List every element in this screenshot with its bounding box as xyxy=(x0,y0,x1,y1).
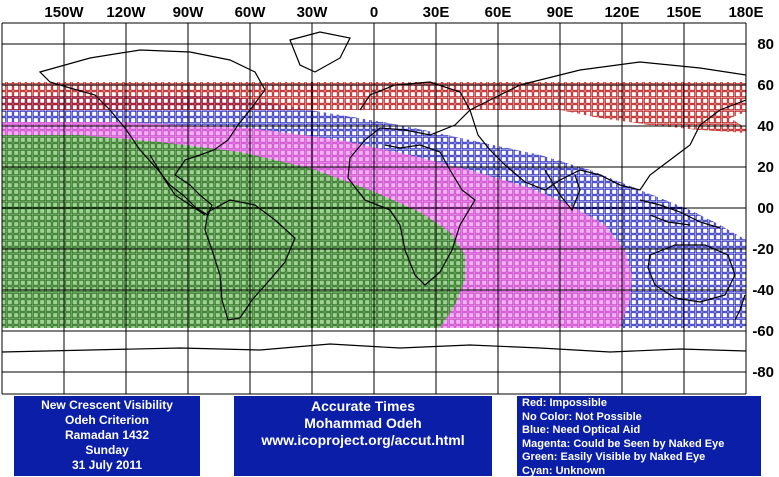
legend-green: Green: Easily Visible by Naked Eye xyxy=(522,451,706,463)
panel-date-line: 31 July 2011 xyxy=(71,458,143,472)
lat-label-minus80: -80 xyxy=(752,364,774,381)
lat-label-60: 60 xyxy=(757,77,774,94)
lat-label-minus20: -20 xyxy=(752,241,774,258)
legend-red: Red: Impossible xyxy=(522,397,607,409)
lat-label-minus60: -60 xyxy=(752,323,774,340)
panel-author: Mohammad Odeh xyxy=(304,415,422,431)
lon-label-60w: 60W xyxy=(235,4,267,21)
zone-easily-visible xyxy=(2,135,465,328)
latitude-labels: 80 60 40 20 00 -20 -40 -60 -80 xyxy=(752,36,774,381)
lat-label-20: 20 xyxy=(757,159,774,176)
panel-criterion-line: Odeh Criterion xyxy=(64,413,149,427)
lon-label-30e: 30E xyxy=(423,4,450,21)
lon-label-120e: 120E xyxy=(604,4,639,21)
visibility-map: 150W 120W 90W 60W 30W 0 30E 60E 90E 120E… xyxy=(1,4,774,395)
info-panel-credits: Accurate Times Mohammad Odeh www.icoproj… xyxy=(234,396,492,476)
legend-blue: Blue: Need Optical Aid xyxy=(522,424,641,436)
lon-label-90w: 90W xyxy=(173,4,205,21)
lon-label-0: 0 xyxy=(370,4,378,21)
legend-panel: Red: Impossible No Color: Not Possible B… xyxy=(517,396,761,476)
lon-label-60e: 60E xyxy=(485,4,512,21)
lat-label-80: 80 xyxy=(757,36,774,53)
legend-magenta: Magenta: Could be Seen by Naked Eye xyxy=(522,437,725,450)
lat-label-minus40: -40 xyxy=(752,282,774,299)
lon-label-30w: 30W xyxy=(297,4,329,21)
legend-cyan: Cyan: Unknown xyxy=(522,464,606,477)
lat-label-00: 00 xyxy=(757,200,774,217)
panel-title-line: New Crescent Visibility xyxy=(41,398,173,412)
lat-label-40: 40 xyxy=(757,118,774,135)
panel-url: www.icoproject.org/accut.html xyxy=(261,432,465,448)
lon-label-150e: 150E xyxy=(666,4,701,21)
lon-label-120w: 120W xyxy=(106,4,146,21)
longitude-labels: 150W 120W 90W 60W 30W 0 30E 60E 90E 120E… xyxy=(44,4,763,21)
panel-weekday-line: Sunday xyxy=(85,443,129,457)
lon-label-150w: 150W xyxy=(44,4,84,21)
legend-no-color: No Color: Not Possible xyxy=(522,410,642,423)
coastlines xyxy=(2,31,746,353)
info-panel-title: New Crescent Visibility Odeh Criterion R… xyxy=(14,396,200,476)
panel-month-line: Ramadan 1432 xyxy=(64,428,150,442)
lon-label-180e: 180E xyxy=(728,4,763,21)
lon-label-90e: 90E xyxy=(547,4,574,21)
graticule xyxy=(1,22,747,395)
panel-accurate-times: Accurate Times xyxy=(310,398,415,414)
